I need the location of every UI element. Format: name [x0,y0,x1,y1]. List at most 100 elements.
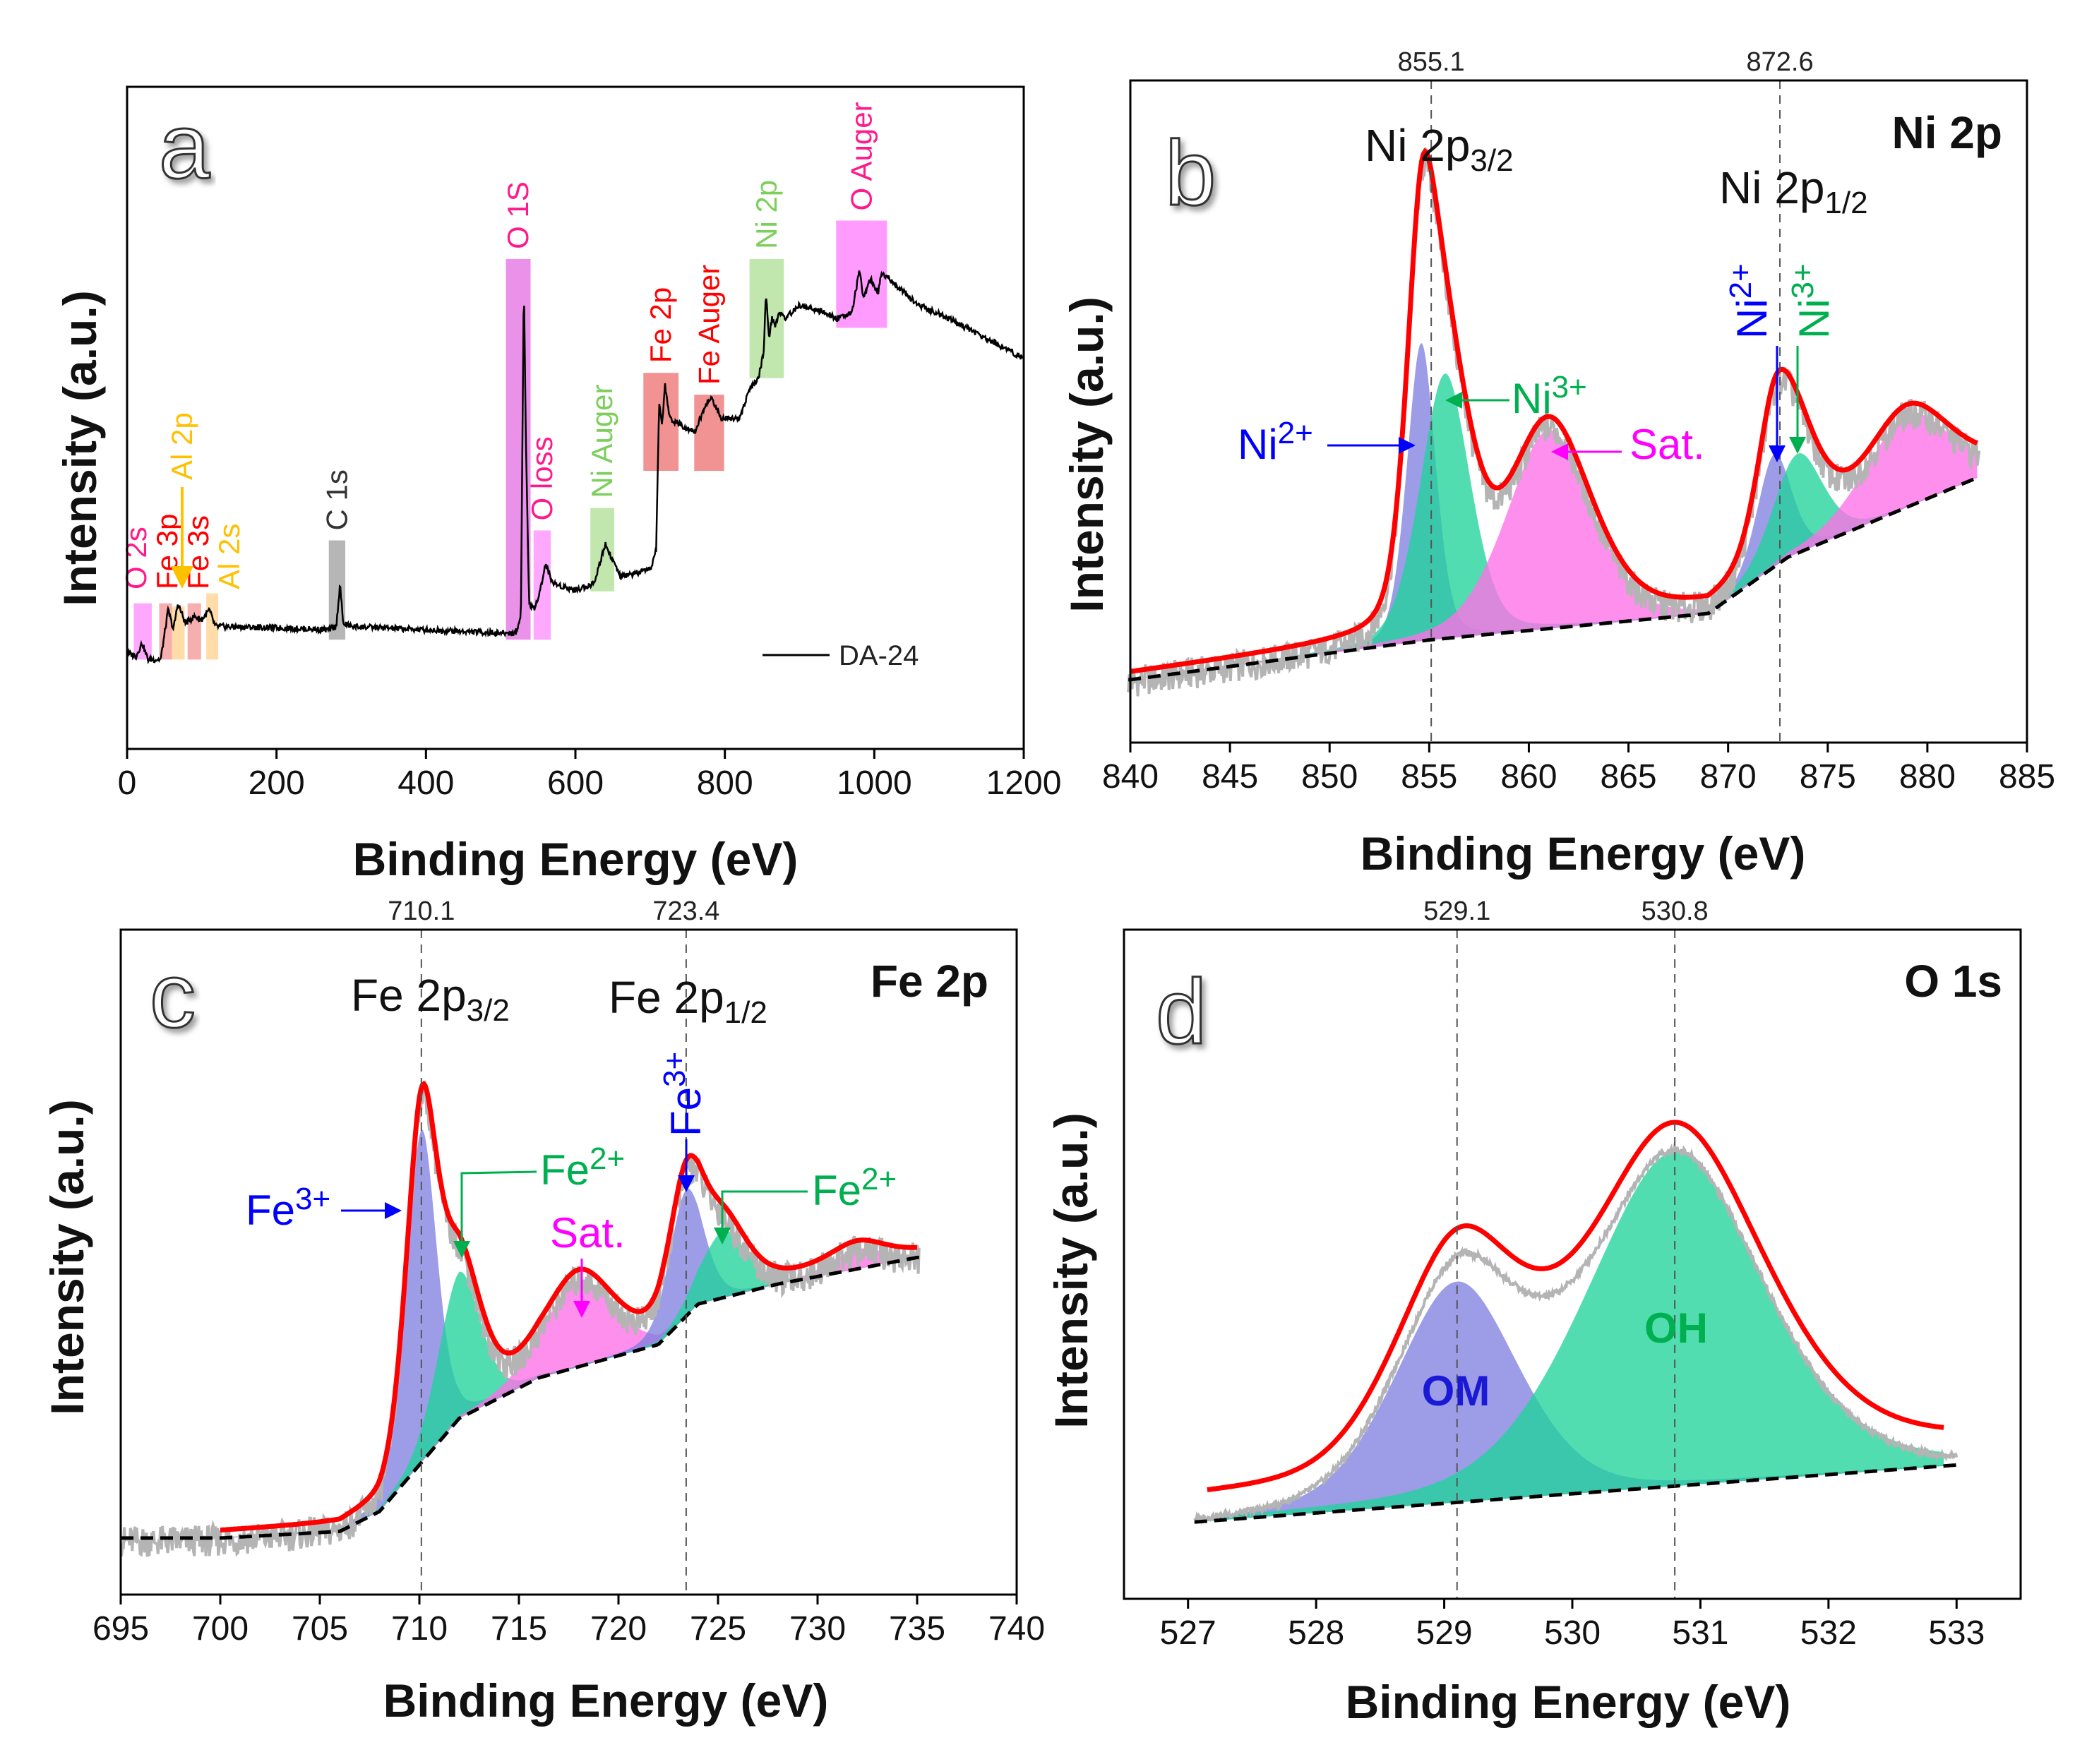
region-label-fe-3p: Fe 3p [150,514,184,589]
ion-charge: 3+ [657,1052,692,1087]
envelope-fit-line [220,1080,918,1533]
sat-label-b: Sat. [1629,421,1705,468]
ion-symbol: Ni [1728,299,1776,339]
x-tick-label-710: 710 [391,1610,448,1648]
x-tick-label-725: 725 [690,1610,746,1648]
region-o-2s [133,603,152,660]
plot-area [1127,147,1981,697]
x-tick-label-875: 875 [1800,758,1856,796]
panel-b-ni2p: 855.1 872.6 840 845 850 855 860 865 870 875 880 885 [1102,47,2055,796]
fe3-vertical-label: Fe3+ [657,1052,710,1136]
ion-charge: 3+ [1786,263,1820,299]
x-tick-label-885: 885 [1999,758,2055,796]
ion-symbol: Fe [812,1167,861,1214]
region-label-fe-3s: Fe 3s [181,515,215,589]
ion-charge: 2+ [1278,416,1313,450]
y-axis-label-b: Intensity (a.u.) [1060,296,1113,612]
legend-label-da24: DA-24 [839,640,919,671]
raw-data-line [1193,1142,1959,1525]
fe-2p12-label: Fe 2p1/2 [609,972,767,1030]
region-o-auger [836,220,887,328]
component-om-0 [1207,1281,1944,1521]
component-ni2-3 [1523,454,1978,631]
region-label-ni-auger: Ni Auger [585,384,618,498]
reference-label-723.4: 723.4 [652,896,719,926]
x-tick-label-845: 845 [1202,758,1258,796]
x-tick-label-532: 532 [1800,1614,1857,1652]
region-label-c-1s: C 1s [320,469,353,530]
fe2-arrow-2 [714,1190,808,1244]
component-fe3-0 [220,1129,645,1538]
region-label-al-2s: Al 2s [213,524,246,589]
x-axis-label-c: Binding Energy (eV) [383,1674,829,1727]
region-fe-auger [694,395,724,472]
reference-label-855.1: 855.1 [1398,47,1465,77]
series-line-da-24 [126,270,1025,665]
fe-2p32-label: Fe 2p3/2 [351,970,510,1028]
panel-c-fe2p: 710.1 723.4 695 700 705 710 715 720 725 730 735 740 [92,896,1045,1648]
x-tick-label-0: 0 [118,764,137,802]
reference-label-872.6: 872.6 [1746,47,1813,77]
x-tick-label-529: 529 [1416,1614,1473,1652]
axes-frame [119,928,1018,1596]
x-tick-label-860: 860 [1500,758,1557,796]
region-label-o-loss: O loss [525,436,558,520]
x-tick-label-865: 865 [1601,758,1657,796]
x-axis-label-a: Binding Energy (eV) [353,833,799,885]
x-tick-label-735: 735 [889,1610,945,1648]
region-al-2s [206,593,219,660]
x-tick-label-880: 880 [1899,758,1956,796]
ion-charge: 3+ [295,1182,330,1216]
x-axis-label-d: Binding Energy (eV) [1346,1676,1791,1728]
fe2-label-2: Fe2+ [812,1162,897,1214]
ion-charge: 2+ [590,1141,625,1176]
ion-symbol: Ni [1238,421,1278,468]
region-label-fe-2p: Fe 2p [644,287,677,363]
raw-data-line [1127,147,1981,697]
ni-2p12-label: Ni 2p1/2 [1719,162,1868,220]
envelope-fit-line [1207,1120,1944,1492]
ni3-vertical-label: Ni3+ [1786,263,1838,339]
ion-symbol: Fe [246,1187,295,1234]
x-tick-label-870: 870 [1700,758,1757,796]
plot-area [126,220,1025,665]
component-sat-2 [220,1257,917,1538]
x-tick-label-531: 531 [1672,1614,1728,1652]
axes-frame [1123,928,2022,1600]
x-tick-label-700: 700 [192,1610,249,1648]
sat-label-c: Sat. [550,1209,626,1256]
axes-frame [1129,79,2028,744]
x-tick-label-527: 527 [1160,1614,1216,1652]
region-label-al-2p: Al 2p [165,412,198,480]
region-label-o-auger: O Auger [844,102,878,210]
plot-area [1193,1120,1959,1525]
x-tick-label-533: 533 [1928,1614,1985,1652]
x-tick-label-695: 695 [92,1610,149,1648]
ion-charge: 2+ [861,1162,897,1196]
fe3-label: Fe3+ [246,1182,330,1234]
panel-letter-a: a [159,95,210,198]
x-tick-label-720: 720 [590,1610,647,1648]
x-tick-label-530: 530 [1544,1614,1601,1652]
ni2-vertical-label: Ni2+ [1723,263,1776,339]
ion-symbol: Fe [662,1087,710,1136]
panel-d-o1s: 529.1 530.8 527 528 529 530 531 532 533 [1123,896,2022,1652]
ni3-label: Ni3+ [1512,370,1587,422]
x-tick-label-1200: 1200 [986,764,1062,802]
x-tick-label-705: 705 [292,1610,348,1648]
panel-title-c: Fe 2p [871,956,988,1007]
x-tick-label-740: 740 [988,1610,1045,1648]
x-axis-label-b: Binding Energy (eV) [1361,827,1806,880]
x-tick-label-528: 528 [1288,1614,1344,1652]
region-label-o-1s: O 1S [501,181,534,249]
x-tick-label-855: 855 [1401,758,1457,796]
plot-area [119,1080,921,1558]
x-tick-label-840: 840 [1102,758,1159,796]
ni-2p32-label: Ni 2p3/2 [1365,120,1514,178]
x-tick-label-200: 200 [249,764,305,802]
region-label-fe-auger: Fe Auger [692,265,725,385]
reference-label-530.8: 530.8 [1642,896,1709,926]
y-axis-label-d: Intensity (a.u.) [1045,1112,1097,1428]
oh-label: OH [1644,1304,1708,1352]
raw-data-line [119,1081,921,1558]
